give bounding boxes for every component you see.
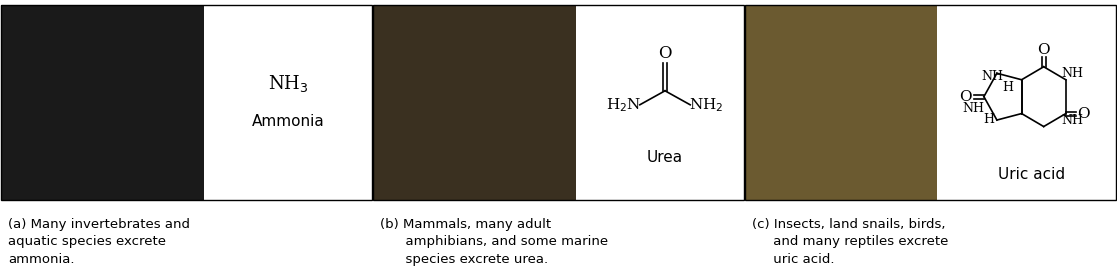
Text: O: O [960, 90, 972, 104]
Text: NH$_3$: NH$_3$ [268, 73, 308, 93]
Text: NH: NH [963, 102, 984, 115]
Text: (c) Insects, land snails, birds,
     and many reptiles excrete
     uric acid.: (c) Insects, land snails, birds, and man… [752, 218, 948, 266]
Text: Urea: Urea [647, 150, 684, 165]
Bar [1, 5, 372, 200]
Text: (b) Mammals, many adult
      amphibians, and some marine
      species excrete : (b) Mammals, many adult amphibians, and … [380, 218, 608, 266]
Text: H: H [983, 113, 994, 126]
Bar [745, 5, 1116, 200]
Text: O: O [658, 45, 671, 62]
Bar [745, 5, 937, 200]
Text: NH: NH [981, 70, 1003, 83]
Text: O: O [1038, 43, 1050, 57]
Text: (a) Many invertebrates and
aquatic species excrete
ammonia.: (a) Many invertebrates and aquatic speci… [8, 218, 190, 266]
Text: H: H [1002, 81, 1013, 94]
Bar [1, 5, 204, 200]
Text: Ammonia: Ammonia [251, 114, 324, 129]
Bar [576, 5, 744, 200]
Text: O: O [1078, 107, 1090, 121]
Text: NH: NH [1062, 114, 1083, 127]
Text: H$_2$N: H$_2$N [607, 96, 641, 114]
Text: NH$_2$: NH$_2$ [689, 96, 724, 114]
Bar [937, 5, 1117, 200]
Bar [373, 5, 744, 200]
Text: Uric acid: Uric acid [999, 167, 1066, 182]
Bar [204, 5, 372, 200]
Text: NH: NH [1062, 67, 1083, 80]
Bar [373, 5, 576, 200]
